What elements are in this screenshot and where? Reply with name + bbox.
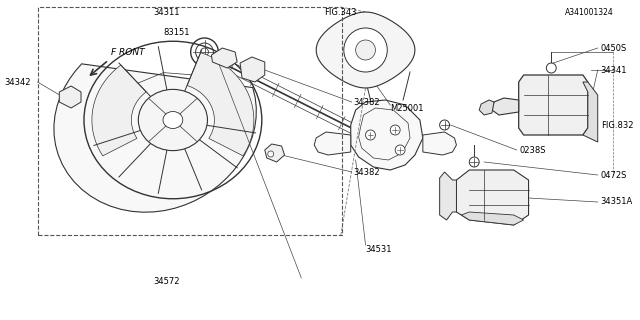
Text: 34382: 34382 [354,167,380,177]
Polygon shape [423,132,456,155]
Text: FIG.343: FIG.343 [324,7,357,17]
Polygon shape [479,100,494,115]
Polygon shape [265,144,285,162]
Polygon shape [456,170,529,225]
Circle shape [547,63,556,73]
Circle shape [191,38,218,66]
Text: FIG.832: FIG.832 [601,121,633,130]
Polygon shape [461,212,524,225]
Circle shape [395,145,405,155]
Polygon shape [54,64,256,212]
Circle shape [440,120,449,130]
Polygon shape [518,75,588,135]
Text: 0472S: 0472S [601,171,627,180]
Polygon shape [187,52,254,156]
Text: 34531: 34531 [365,244,392,253]
Text: 34382: 34382 [354,98,380,107]
Text: M25001: M25001 [390,103,424,113]
Text: 34342: 34342 [4,77,31,86]
Circle shape [358,65,369,75]
Circle shape [356,40,376,60]
Polygon shape [92,65,146,156]
Text: 34311: 34311 [153,7,180,17]
Text: 0450S: 0450S [601,44,627,52]
Polygon shape [440,172,456,220]
Polygon shape [240,57,265,82]
Polygon shape [316,12,415,88]
Polygon shape [60,86,81,108]
Text: 0238S: 0238S [520,146,546,155]
Ellipse shape [163,111,183,129]
Text: 83151: 83151 [163,28,189,36]
Circle shape [200,48,209,56]
Text: F RONT: F RONT [111,48,144,57]
Ellipse shape [138,89,207,151]
Polygon shape [314,132,351,155]
Text: 34341: 34341 [601,66,627,75]
Polygon shape [211,48,237,68]
Text: 34351A: 34351A [601,197,633,206]
Circle shape [390,125,400,135]
Circle shape [268,151,274,157]
Circle shape [469,157,479,167]
Circle shape [365,130,376,140]
Text: A341001324: A341001324 [565,7,614,17]
Polygon shape [583,82,598,142]
Polygon shape [351,100,423,170]
Bar [38,7,342,235]
Circle shape [344,28,387,72]
Text: 34572: 34572 [154,277,180,286]
Polygon shape [492,98,518,115]
